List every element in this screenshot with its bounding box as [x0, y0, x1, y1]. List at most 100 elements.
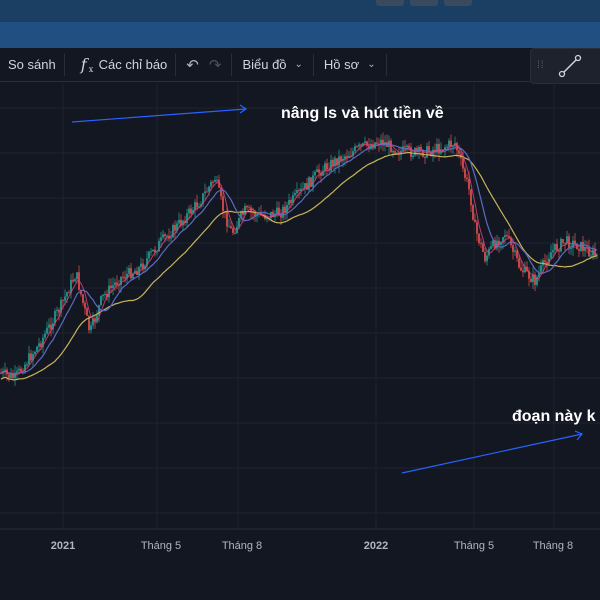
candle-body [334, 158, 336, 167]
candle-body [310, 177, 312, 187]
time-axis-label: 2021 [51, 540, 75, 552]
window-tab[interactable] [444, 0, 472, 6]
candle-body [596, 254, 598, 256]
chart-canvas[interactable]: 2021 Tháng 5 Tháng 8 2022 Tháng 5 Tháng 8 [0, 83, 600, 600]
candle-body [534, 274, 536, 285]
window-tab[interactable] [410, 0, 438, 6]
candle-body [468, 179, 470, 190]
candle-body [272, 211, 274, 217]
candle-body [32, 354, 34, 361]
candle-body [540, 265, 542, 273]
candle-body [232, 228, 234, 233]
candle-body [190, 208, 192, 214]
candle-body [288, 200, 290, 205]
candle-body [302, 188, 304, 190]
candle-body [366, 141, 368, 146]
candle-body [480, 243, 482, 245]
candle-body [142, 263, 144, 270]
candle-body [466, 177, 468, 180]
candle-body [62, 299, 64, 301]
candle-body [536, 276, 538, 285]
annotation-arrowhead-bottom [574, 430, 583, 441]
candle-body [150, 251, 152, 253]
candle-body [464, 168, 466, 178]
candle-body [168, 235, 170, 239]
candle-body [512, 245, 514, 252]
annotation-arrow-top[interactable] [71, 108, 247, 123]
candle-body [322, 171, 324, 176]
candle-body [28, 353, 30, 365]
candle-body [24, 364, 26, 373]
time-axis[interactable]: 2021 Tháng 5 Tháng 8 2022 Tháng 5 Tháng 8 [51, 540, 573, 552]
candle-body [208, 186, 210, 192]
candle-body [16, 370, 18, 373]
compare-button[interactable]: So sánh [0, 48, 64, 81]
candle-body [90, 325, 92, 331]
candle-body [140, 263, 142, 268]
candle-body [580, 241, 582, 251]
candle-body [132, 273, 134, 279]
candle-body [56, 309, 58, 312]
candle-body [12, 373, 14, 379]
candle-body [202, 193, 204, 205]
candle-body [194, 202, 196, 211]
candle-body [476, 222, 478, 234]
candle-body [546, 262, 548, 264]
time-axis-label: 2022 [364, 540, 388, 552]
candle-body [358, 144, 360, 147]
redo-icon[interactable]: ↷ [208, 56, 222, 74]
toolbar-divider [63, 53, 65, 76]
candle-body [470, 189, 472, 206]
candle-body [26, 364, 28, 366]
moving-average-fast [0, 142, 598, 376]
candle-body [296, 190, 298, 194]
candle-body [218, 179, 220, 188]
candle-body [376, 142, 378, 144]
candle-body [406, 145, 408, 148]
candle-body [280, 215, 282, 218]
candle-body [556, 243, 558, 251]
window-tab[interactable] [376, 0, 404, 6]
candle-body [490, 246, 492, 249]
candle-body [180, 219, 182, 226]
candle-body [448, 140, 450, 147]
candle-body [292, 195, 294, 204]
candle-body [354, 146, 356, 152]
candle-body [562, 239, 564, 243]
annotation-arrow-bottom[interactable] [401, 433, 583, 474]
candle-body [116, 282, 118, 285]
candle-body [86, 308, 88, 316]
candle-body [428, 146, 430, 152]
candle-body [486, 255, 488, 262]
drag-handle-icon[interactable]: ⁞⁞ [537, 60, 545, 71]
candle-body [76, 272, 78, 280]
chart-type-button[interactable]: Biểu đồ ⌄ [232, 48, 312, 81]
candle-body [414, 147, 416, 156]
candle-body [482, 243, 484, 252]
candle-body [36, 346, 38, 352]
candle-body [518, 257, 520, 268]
moving-average-slow [0, 151, 598, 381]
candle-body [446, 146, 448, 148]
candle-body [148, 251, 150, 259]
candle-body [316, 169, 318, 172]
candle-body [154, 249, 156, 253]
candle-body [552, 250, 554, 253]
annotation-arrowhead-top [239, 104, 248, 114]
candle-body [192, 210, 194, 214]
profile-button[interactable]: Hồ sơ ⌄ [314, 48, 386, 81]
annotation-text-bottom: đoạn này k [512, 408, 596, 425]
candle-body [370, 144, 372, 149]
price-chart[interactable]: 2021 Tháng 5 Tháng 8 2022 Tháng 5 Tháng 8 nân… [0, 83, 600, 600]
candle-body [196, 202, 198, 208]
candle-body [160, 237, 162, 241]
candle-body [94, 318, 96, 322]
undo-icon[interactable]: ↶ [186, 56, 199, 74]
time-axis-label: Tháng 5 [141, 540, 181, 552]
candle-body [54, 311, 56, 324]
trend-line-icon[interactable] [557, 53, 583, 79]
candle-body [588, 247, 590, 257]
candle-body [60, 299, 62, 313]
candle-body [584, 247, 586, 252]
